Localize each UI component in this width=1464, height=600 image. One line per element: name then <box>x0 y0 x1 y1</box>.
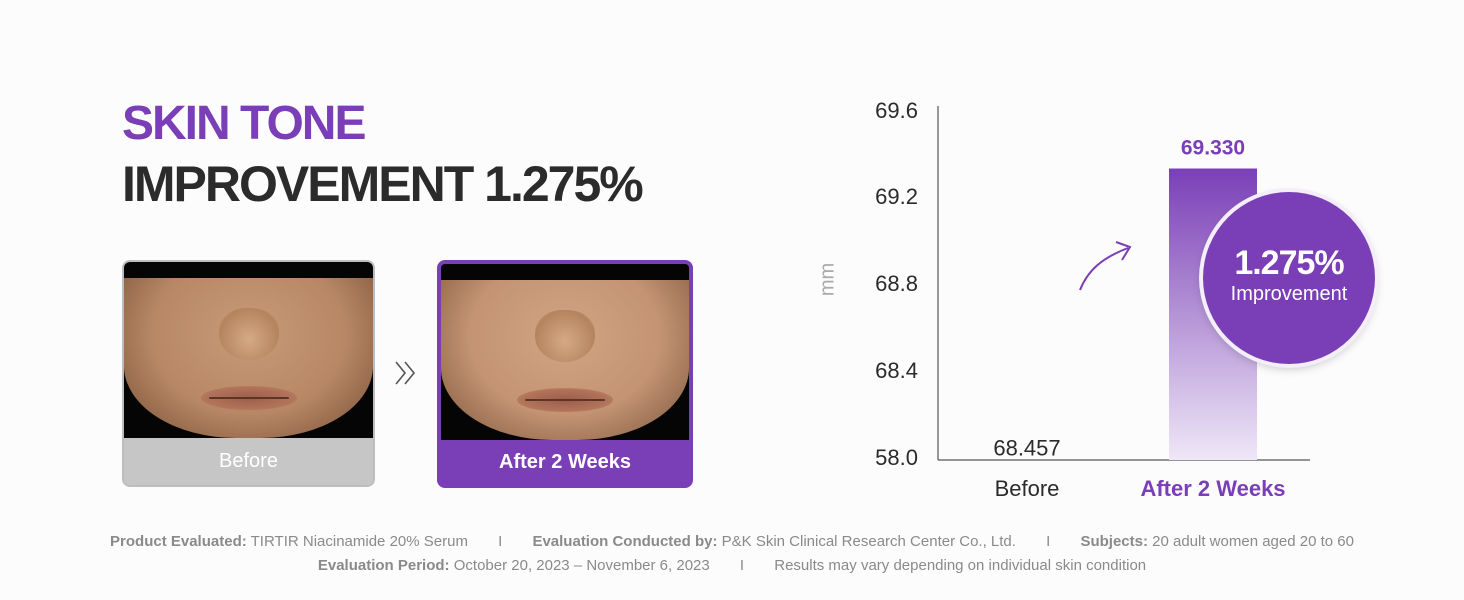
period-label: Evaluation Period: <box>317 557 450 574</box>
product-value: TIRTIR Niacinamide 20% Serum <box>250 533 468 550</box>
y-tick-label: 68.4 <box>875 358 918 383</box>
y-tick-label: 68.8 <box>875 271 918 296</box>
x-category-label: After 2 Weeks <box>1140 476 1285 501</box>
after-face-photo <box>441 264 689 440</box>
growth-arrow-icon <box>1079 247 1129 291</box>
double-chevron-right-icon <box>395 361 416 385</box>
bar-value-label: 69.330 <box>1181 137 1245 160</box>
y-tick-label: 58.0 <box>875 445 918 470</box>
before-face-photo <box>124 262 373 438</box>
period-value: October 20, 2023 – November 6, 2023 <box>453 557 710 574</box>
separator: I <box>1046 533 1051 550</box>
subjects-label: Subjects: <box>1080 533 1148 550</box>
subjects-value: 20 adult women aged 20 to 60 <box>1152 533 1354 550</box>
separator: I <box>498 533 503 550</box>
after-photo-label: After 2 Weeks <box>499 451 631 473</box>
badge-label: Improvement <box>1230 283 1348 305</box>
growth-arrowhead <box>1115 241 1132 261</box>
product-label: Product Evaluated: <box>110 533 247 550</box>
y-axis-unit-label: mm <box>816 262 839 297</box>
bar-value-label: 68.457 <box>993 436 1060 461</box>
headline-skin-tone: SKIN TONE <box>122 97 366 150</box>
footer-line-2: Evaluation Period: October 20, 2023 – No… <box>0 557 1464 574</box>
disclaimer: Results may vary depending on individual… <box>774 557 1147 574</box>
after-photo-card: After 2 Weeks <box>437 260 693 488</box>
conducted-label: Evaluation Conducted by: <box>532 533 718 550</box>
y-tick-label: 69.2 <box>875 184 918 209</box>
conducted-value: P&K Skin Clinical Research Center Co., L… <box>721 533 1016 550</box>
improvement-badge: 1.275% Improvement <box>1203 192 1375 364</box>
headline-improvement: IMPROVEMENT 1.275% <box>122 156 644 212</box>
separator: I <box>739 557 745 574</box>
x-category-label: Before <box>995 476 1060 501</box>
footer-line-1: Product Evaluated: TIRTIR Niacinamide 20… <box>0 533 1464 550</box>
before-photo-card: Before <box>122 260 375 487</box>
badge-percent: 1.275% <box>1234 244 1344 282</box>
before-photo-label: Before <box>219 450 278 472</box>
y-tick-label: 69.6 <box>875 98 918 123</box>
